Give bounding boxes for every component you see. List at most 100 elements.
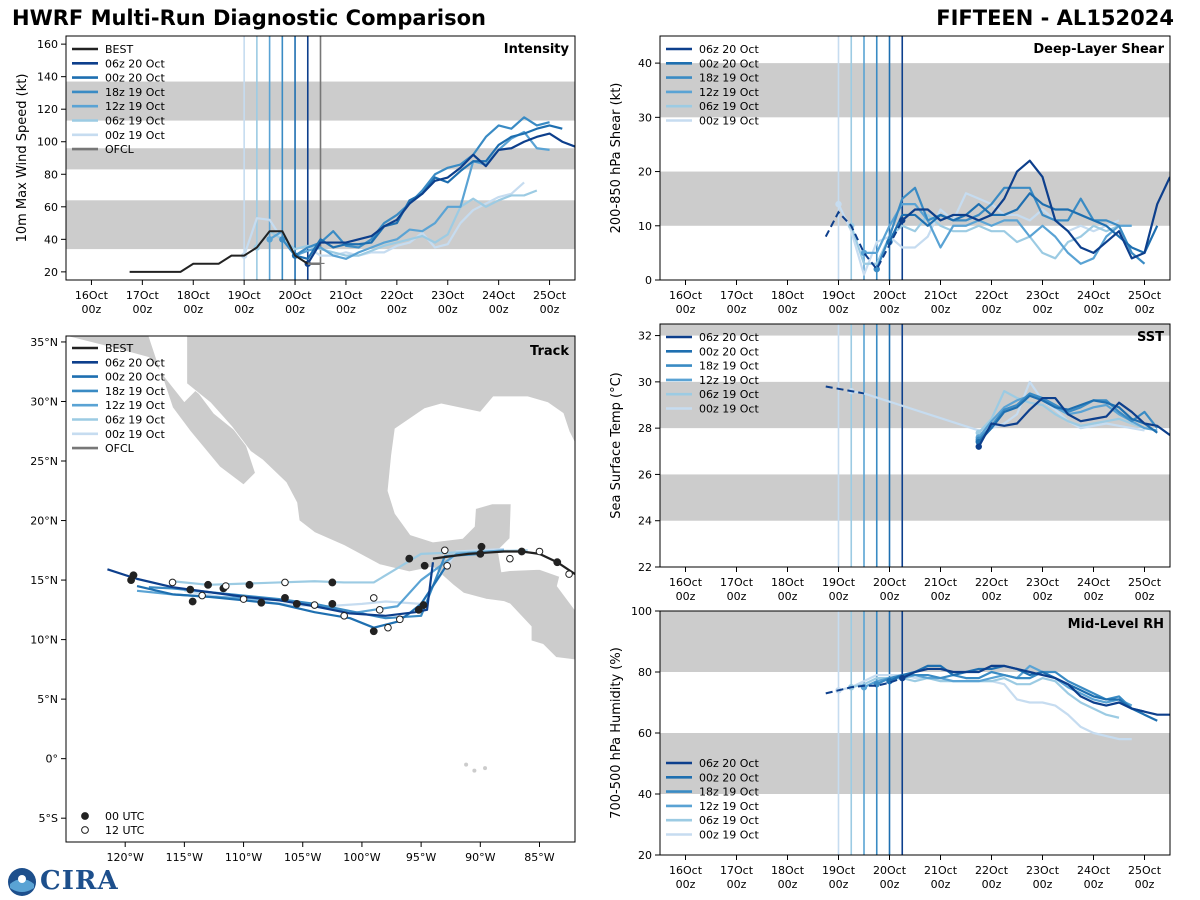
sst-xtick-label-5: 21Oct bbox=[924, 576, 958, 589]
sst-frame bbox=[659, 323, 1171, 568]
track-marker-12utc bbox=[222, 582, 230, 590]
intensity-series-start-12z-19-Oct bbox=[266, 236, 273, 243]
intensity-ytick-label-4: 100 bbox=[37, 136, 58, 149]
rh-series-12z-19-Oct bbox=[863, 664, 1133, 707]
track-marker-00utc bbox=[405, 554, 414, 563]
intensity-xtick-label-3: 19Oct bbox=[228, 289, 262, 302]
sst-ytick-label-2: 26 bbox=[638, 468, 652, 481]
shear-xtick-label-6: 22Oct bbox=[975, 289, 1009, 302]
track-marker-00utc bbox=[281, 594, 289, 602]
intensity-legend-label-3: 18z 19 Oct bbox=[105, 86, 165, 99]
track-marker-00utc bbox=[188, 597, 197, 606]
noaa-logo-icon bbox=[8, 868, 36, 896]
intensity-ytick-label-7: 160 bbox=[37, 38, 58, 51]
rh-legend-label-4: 06z 19 Oct bbox=[699, 814, 759, 827]
panel-intensity: +16Oct00z17Oct00z18Oct00z19Oct00z20Oct00… bbox=[15, 35, 576, 316]
rh-xtick-label-4: 20Oct bbox=[873, 864, 907, 877]
rh-xtick-label-6: 22Oct bbox=[975, 864, 1009, 877]
track-marker-12utc bbox=[340, 611, 348, 620]
sst-ytick-label-5: 32 bbox=[638, 330, 652, 343]
rh-ytick-label-4: 100 bbox=[631, 605, 652, 618]
sst-xtick-sublabel-3: 00z bbox=[829, 590, 849, 603]
track-marker-12utc bbox=[443, 561, 451, 570]
intensity-xtick-label-0: 16Oct bbox=[75, 289, 109, 302]
rh-ylabel: 700-500 hPa Humidity (%) bbox=[609, 647, 624, 819]
intensity-xtick-label-2: 18Oct bbox=[177, 289, 211, 302]
rh-xtick-sublabel-4: 00z bbox=[880, 878, 900, 891]
shear-xtick-sublabel-5: 00z bbox=[931, 303, 951, 316]
shear-best-track bbox=[824, 210, 904, 271]
track-xtick-label-7: 85°W bbox=[524, 851, 554, 864]
intensity-series-06z-20-Oct bbox=[306, 132, 575, 265]
shear-xtick-label-9: 25Oct bbox=[1128, 289, 1162, 302]
track-legend-label-4: 12z 19 Oct bbox=[105, 399, 165, 412]
track-title: Track bbox=[530, 344, 569, 359]
rh-xtick-sublabel-2: 00z bbox=[778, 878, 798, 891]
shear-ytick-label-3: 30 bbox=[638, 111, 652, 124]
track-marker-12utc bbox=[168, 578, 177, 587]
shear-title: Deep-Layer Shear bbox=[1033, 42, 1164, 57]
shear-xtick-label-4: 20Oct bbox=[873, 289, 907, 302]
track-marker-12utc bbox=[198, 591, 206, 600]
track-marker-12utc bbox=[384, 623, 392, 632]
track-xtick-label-4: 100°W bbox=[343, 851, 380, 864]
rh-series-06z-20-Oct bbox=[901, 664, 1170, 716]
sst-xtick-sublabel-6: 00z bbox=[982, 590, 1002, 603]
sst-legend-label-5: 00z 19 Oct bbox=[699, 403, 759, 416]
sst-xtick-sublabel-0: 00z bbox=[676, 590, 696, 603]
rh-ytick-label-1: 40 bbox=[638, 788, 652, 801]
intensity-ylabel: 10m Max Wind Speed (kt) bbox=[15, 74, 30, 243]
shear-ylabel: 200-850 hPa Shear (kt) bbox=[609, 83, 624, 234]
shear-series-start-00z-19-Oct bbox=[835, 200, 842, 208]
track-marker-12utc bbox=[239, 595, 248, 603]
track-marker-00utc bbox=[420, 561, 429, 570]
track-marker-00utc bbox=[328, 599, 337, 608]
track-legend-label-3: 18z 19 Oct bbox=[105, 385, 165, 398]
intensity-best-track bbox=[129, 230, 309, 273]
rh-xtick-label-7: 23Oct bbox=[1026, 864, 1060, 877]
rh-legend-label-1: 00z 20 Oct bbox=[699, 771, 759, 784]
panel-sst: 16Oct00z17Oct00z18Oct00z19Oct00z20Oct00z… bbox=[609, 323, 1171, 603]
track-ytick-label-3: 10°N bbox=[30, 634, 58, 647]
intensity-xtick-sublabel-8: 00z bbox=[489, 303, 509, 316]
track-ytick-label-4: 15°N bbox=[30, 574, 58, 587]
track-marker-00utc bbox=[245, 580, 254, 589]
intensity-series-start-18z-19-Oct bbox=[279, 236, 286, 243]
track-legend-label-5: 06z 19 Oct bbox=[105, 414, 165, 427]
intensity-xtick-sublabel-5: 00z bbox=[336, 303, 356, 316]
rh-xtick-sublabel-3: 00z bbox=[829, 878, 849, 891]
sst-xtick-sublabel-2: 00z bbox=[778, 590, 798, 603]
rh-band-1 bbox=[660, 611, 1170, 672]
shear-xtick-sublabel-2: 00z bbox=[778, 303, 798, 316]
rh-series-06z-19-Oct bbox=[850, 676, 1120, 719]
rh-legend-label-3: 12z 19 Oct bbox=[699, 800, 759, 813]
intensity-xtick-sublabel-1: 00z bbox=[132, 303, 152, 316]
track-series-06z-19-Oct bbox=[172, 549, 528, 586]
rh-xtick-sublabel-0: 00z bbox=[676, 878, 696, 891]
rh-plot-area bbox=[660, 611, 1170, 855]
intensity-xtick-sublabel-9: 00z bbox=[540, 303, 560, 316]
track-marker-00utc bbox=[414, 605, 423, 614]
intensity-xtick-label-8: 24Oct bbox=[482, 289, 516, 302]
shear-band-1 bbox=[660, 63, 1170, 118]
sst-xtick-label-4: 20Oct bbox=[873, 576, 907, 589]
sst-series-06z-20-Oct bbox=[977, 396, 1170, 448]
sst-legend-label-2: 18z 19 Oct bbox=[699, 360, 759, 373]
sst-xtick-label-6: 22Oct bbox=[975, 576, 1009, 589]
intensity-legend-label-7: OFCL bbox=[105, 143, 135, 156]
intensity-series-00z-20-Oct bbox=[294, 124, 563, 260]
track-marker-12utc bbox=[565, 570, 573, 578]
shear-legend-label-1: 00z 20 Oct bbox=[699, 57, 759, 70]
intensity-title: Intensity bbox=[504, 42, 570, 57]
intensity-ytick-label-1: 40 bbox=[44, 233, 58, 246]
rh-xtick-label-2: 18Oct bbox=[771, 864, 805, 877]
intensity-xtick-sublabel-4: 00z bbox=[285, 303, 305, 316]
sst-series-06z-19-Oct bbox=[977, 390, 1145, 434]
shear-xtick-label-0: 16Oct bbox=[669, 289, 703, 302]
shear-legend-label-5: 00z 19 Oct bbox=[699, 115, 759, 128]
sst-legend-label-3: 12z 19 Oct bbox=[699, 374, 759, 387]
track-marker-00utc bbox=[477, 542, 486, 551]
